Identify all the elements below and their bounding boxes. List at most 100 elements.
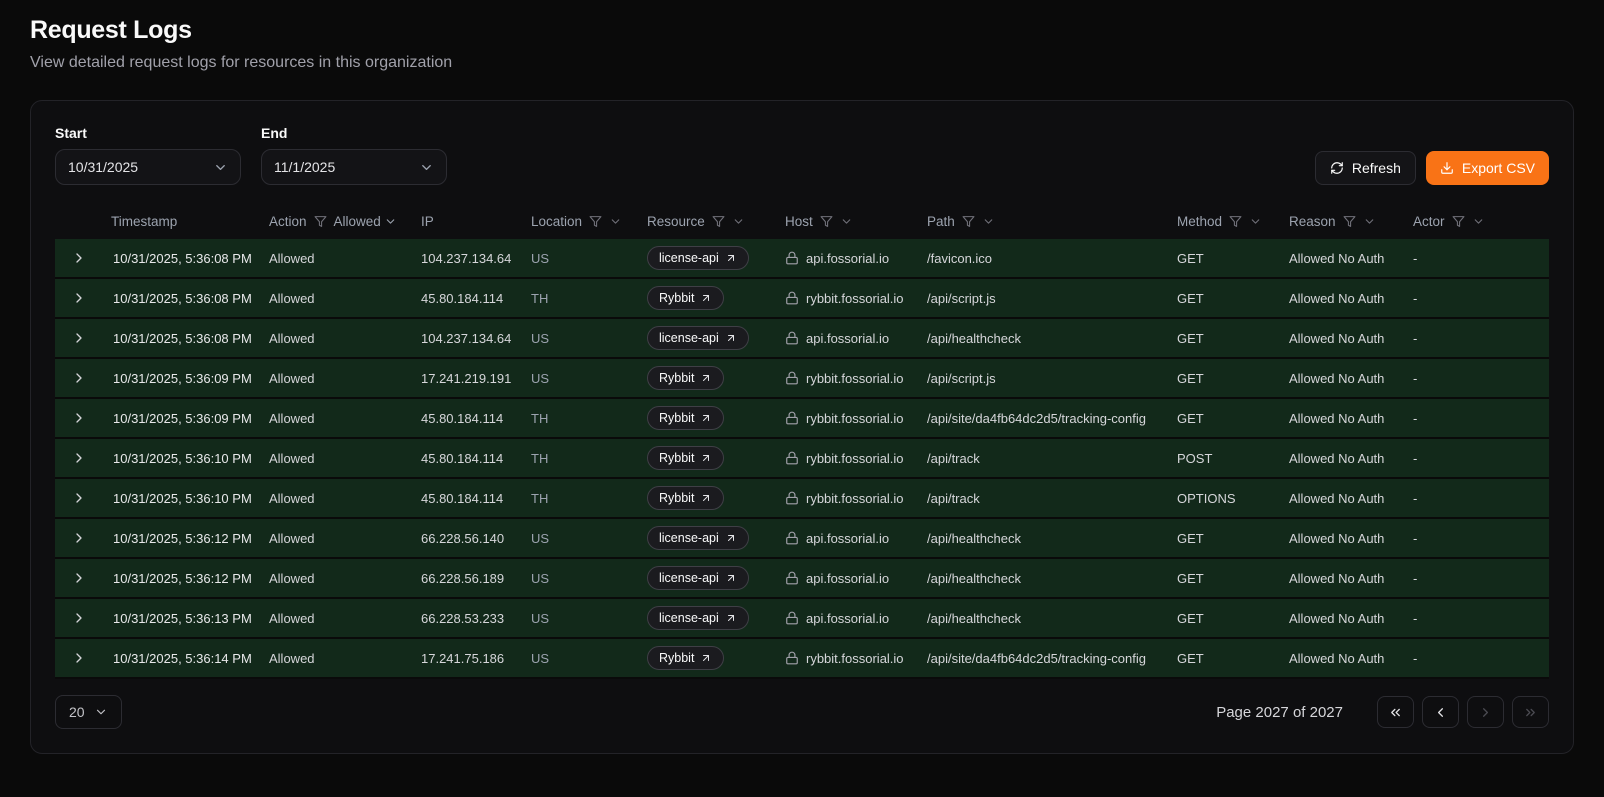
header-resource: Resource (639, 214, 777, 229)
table-row[interactable]: 10/31/2025, 5:36:10 PM Allowed 45.80.184… (55, 479, 1549, 519)
reason-cell: Allowed No Auth (1289, 610, 1385, 626)
resource-badge[interactable]: license-api (647, 606, 749, 630)
export-csv-button[interactable]: Export CSV (1425, 151, 1549, 185)
resource-badge[interactable]: Rybbit (647, 406, 725, 430)
resource-cell: license-api (639, 566, 777, 590)
method-cell: GET (1177, 650, 1204, 666)
resource-menu-chevron-down-icon[interactable] (732, 215, 745, 228)
table-row[interactable]: 10/31/2025, 5:36:08 PM Allowed 104.237.1… (55, 239, 1549, 279)
request-logs-table: Timestamp Action Allowed IP Locati (55, 203, 1549, 679)
next-page-button[interactable] (1467, 696, 1504, 728)
resource-name: license-api (659, 571, 719, 585)
first-page-button[interactable] (1377, 696, 1414, 728)
header-resource-label: Resource (647, 213, 705, 229)
method-cell: GET (1177, 330, 1204, 346)
resource-badge[interactable]: license-api (647, 526, 749, 550)
resource-cell: Rybbit (639, 406, 777, 430)
resource-badge[interactable]: license-api (647, 246, 749, 270)
ip-cell: 104.237.134.64 (421, 250, 512, 266)
action-filter-select[interactable]: Allowed (334, 214, 397, 229)
resource-cell: Rybbit (639, 366, 777, 390)
arrow-up-right-icon (700, 652, 712, 664)
expand-row-chevron-right-icon[interactable] (71, 530, 87, 546)
actor-cell: - (1413, 370, 1418, 386)
path-menu-chevron-down-icon[interactable] (982, 215, 995, 228)
host-cell: api.fossorial.io (777, 251, 919, 266)
ip-cell: 45.80.184.114 (421, 450, 504, 466)
host-cell: api.fossorial.io (777, 531, 919, 546)
resource-badge[interactable]: license-api (647, 566, 749, 590)
table-row[interactable]: 10/31/2025, 5:36:13 PM Allowed 66.228.53… (55, 599, 1549, 639)
table-row[interactable]: 10/31/2025, 5:36:12 PM Allowed 66.228.56… (55, 559, 1549, 599)
host-name: api.fossorial.io (806, 530, 890, 546)
arrow-up-right-icon (725, 612, 737, 624)
arrow-up-right-icon (700, 452, 712, 464)
location-cell: US (531, 330, 550, 346)
actor-filter-funnel-icon[interactable] (1452, 215, 1465, 228)
table-row[interactable]: 10/31/2025, 5:36:12 PM Allowed 66.228.56… (55, 519, 1549, 559)
start-date-select[interactable]: 10/31/2025 (55, 149, 241, 185)
header-actor: Actor (1405, 214, 1549, 229)
expand-row-chevron-right-icon[interactable] (71, 290, 87, 306)
reason-filter-funnel-icon[interactable] (1343, 215, 1356, 228)
resource-badge[interactable]: license-api (647, 326, 749, 350)
table-row[interactable]: 10/31/2025, 5:36:08 PM Allowed 104.237.1… (55, 319, 1549, 359)
path-filter-funnel-icon[interactable] (962, 215, 975, 228)
host-name: api.fossorial.io (806, 250, 890, 266)
page-subtitle: View detailed request logs for resources… (30, 54, 453, 71)
location-cell: US (531, 250, 550, 266)
chevron-down-icon (384, 215, 397, 228)
arrow-up-right-icon (700, 412, 712, 424)
page-size-select[interactable]: 20 (55, 695, 122, 729)
last-page-button[interactable] (1512, 696, 1549, 728)
location-cell: TH (531, 290, 549, 306)
resource-cell: license-api (639, 246, 777, 270)
resource-badge[interactable]: Rybbit (647, 486, 725, 510)
table-row[interactable]: 10/31/2025, 5:36:10 PM Allowed 45.80.184… (55, 439, 1549, 479)
table-row[interactable]: 10/31/2025, 5:36:14 PM Allowed 17.241.75… (55, 639, 1549, 679)
location-filter-funnel-icon[interactable] (589, 215, 602, 228)
expand-row-chevron-right-icon[interactable] (71, 250, 87, 266)
refresh-button[interactable]: Refresh (1314, 151, 1416, 185)
end-date-select[interactable]: 11/1/2025 (261, 149, 447, 185)
expand-row-chevron-right-icon[interactable] (71, 410, 87, 426)
table-row[interactable]: 10/31/2025, 5:36:09 PM Allowed 17.241.21… (55, 359, 1549, 399)
resource-badge[interactable]: Rybbit (647, 446, 725, 470)
resource-name: license-api (659, 331, 719, 345)
actor-menu-chevron-down-icon[interactable] (1472, 215, 1485, 228)
actor-cell: - (1413, 570, 1418, 586)
expand-row-chevron-right-icon[interactable] (71, 650, 87, 666)
resource-badge[interactable]: Rybbit (647, 366, 725, 390)
expand-row-chevron-right-icon[interactable] (71, 610, 87, 626)
expand-row-chevron-right-icon[interactable] (71, 450, 87, 466)
expand-row-chevron-right-icon[interactable] (71, 330, 87, 346)
action-cell: Allowed (269, 410, 315, 426)
end-date-field: End 11/1/2025 (261, 125, 447, 185)
table-row[interactable]: 10/31/2025, 5:36:09 PM Allowed 45.80.184… (55, 399, 1549, 439)
action-filter-funnel-icon[interactable] (314, 215, 327, 228)
method-filter-funnel-icon[interactable] (1229, 215, 1242, 228)
resource-badge[interactable]: Rybbit (647, 646, 725, 670)
expand-row-chevron-right-icon[interactable] (71, 570, 87, 586)
host-menu-chevron-down-icon[interactable] (840, 215, 853, 228)
host-filter-funnel-icon[interactable] (820, 215, 833, 228)
expand-row-chevron-right-icon[interactable] (71, 370, 87, 386)
resource-badge[interactable]: Rybbit (647, 286, 725, 310)
expand-cell (55, 410, 103, 426)
resource-filter-funnel-icon[interactable] (712, 215, 725, 228)
reason-cell: Allowed No Auth (1289, 410, 1385, 426)
method-menu-chevron-down-icon[interactable] (1249, 215, 1262, 228)
path-cell: /api/script.js (927, 290, 996, 306)
table-row[interactable]: 10/31/2025, 5:36:08 PM Allowed 45.80.184… (55, 279, 1549, 319)
refresh-button-label: Refresh (1351, 160, 1401, 176)
arrow-up-right-icon (725, 532, 737, 544)
expand-row-chevron-right-icon[interactable] (71, 490, 87, 506)
page-size-value: 20 (69, 704, 85, 720)
header-timestamp: Timestamp (103, 214, 261, 229)
lock-icon (785, 251, 799, 265)
reason-menu-chevron-down-icon[interactable] (1363, 215, 1376, 228)
location-menu-chevron-down-icon[interactable] (609, 215, 622, 228)
previous-page-button[interactable] (1422, 696, 1459, 728)
reason-cell: Allowed No Auth (1289, 290, 1385, 306)
timestamp-cell: 10/31/2025, 5:36:09 PM (113, 370, 252, 386)
